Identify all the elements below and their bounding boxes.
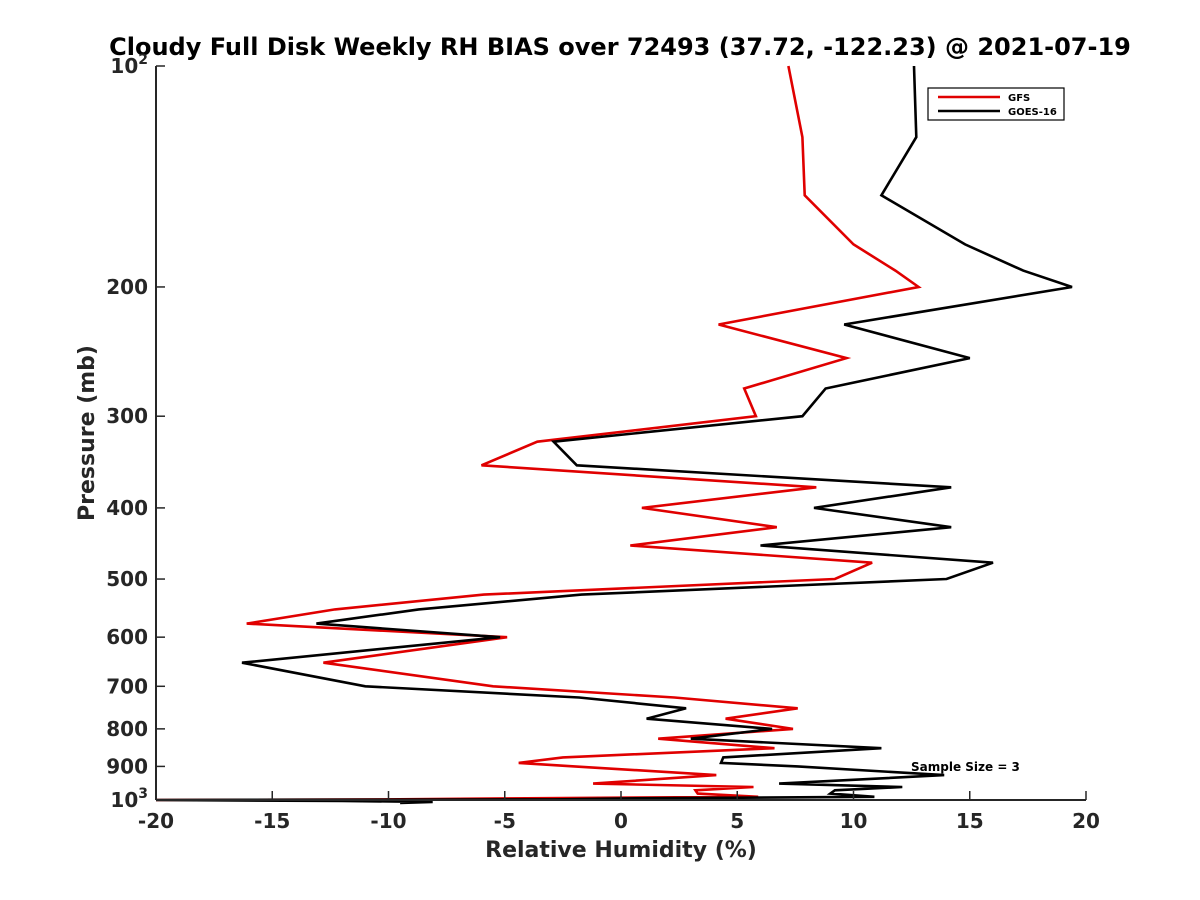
legend-label-gfs: GFS: [1008, 93, 1030, 104]
y-tick-label: 700: [106, 674, 148, 698]
y-tick-label: 400: [106, 496, 148, 520]
chart-title: Cloudy Full Disk Weekly RH BIAS over 724…: [109, 33, 1131, 61]
x-tick-label: 10: [840, 809, 868, 833]
x-tick-label: -20: [138, 809, 174, 833]
x-tick-label: -5: [494, 809, 516, 833]
y-tick-label: 800: [106, 717, 148, 741]
sample-size-annotation: Sample Size = 3: [911, 760, 1020, 774]
x-tick-label: -15: [254, 809, 290, 833]
y-axis-label: Pressure (mb): [75, 345, 100, 521]
y-tick-label: 102: [110, 52, 148, 78]
y-tick-label: 600: [106, 625, 148, 649]
x-tick-label: -10: [370, 809, 406, 833]
series-layer: [155, 65, 1073, 805]
y-ticks: 102 200 300 400 500 600 700 800 900 103: [106, 52, 165, 812]
series-line-gfs: [155, 65, 922, 802]
x-tick-label: 20: [1072, 809, 1100, 833]
x-tick-label: 0: [614, 809, 628, 833]
y-tick-label: 900: [106, 754, 148, 778]
legend-label-goes16: GOES-16: [1008, 107, 1057, 118]
x-tick-label: 5: [730, 809, 744, 833]
legend-box: [927, 87, 1065, 121]
legend: GFS GOES-16: [927, 87, 1065, 121]
x-axis-label: Relative Humidity (%): [485, 838, 757, 863]
x-ticks: -20 -15 -10 -5 0 5 10 15 20: [138, 791, 1100, 833]
y-tick-label: 200: [106, 275, 148, 299]
y-tick-label: 103: [110, 786, 148, 812]
y-tick-label: 500: [106, 567, 148, 591]
x-tick-label: 15: [956, 809, 984, 833]
y-tick-label: 300: [106, 404, 148, 428]
series-line-goes16: [155, 65, 1073, 805]
